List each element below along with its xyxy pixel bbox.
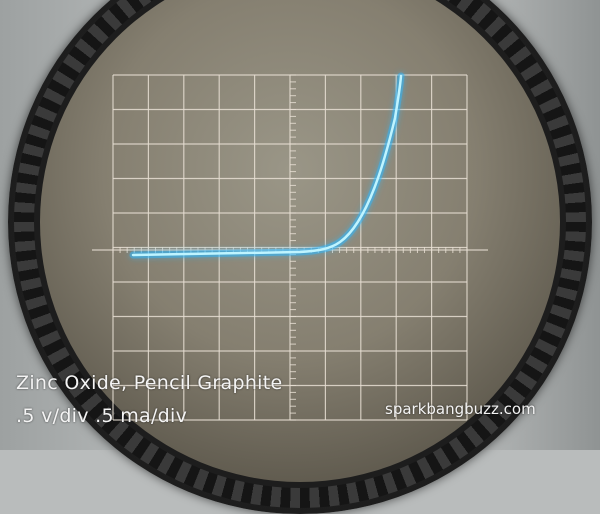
crt-screen [40,0,560,482]
oscilloscope-graticule [92,72,488,421]
caption-title: Zinc Oxide, Pencil Graphite [16,372,283,394]
watermark-text: sparkbangbuzz.com [385,400,536,418]
caption-scale: .5 v/div .5 ma/div [16,405,188,427]
center-axis-ticks [112,74,468,421]
iv-curve-trace [131,74,403,257]
